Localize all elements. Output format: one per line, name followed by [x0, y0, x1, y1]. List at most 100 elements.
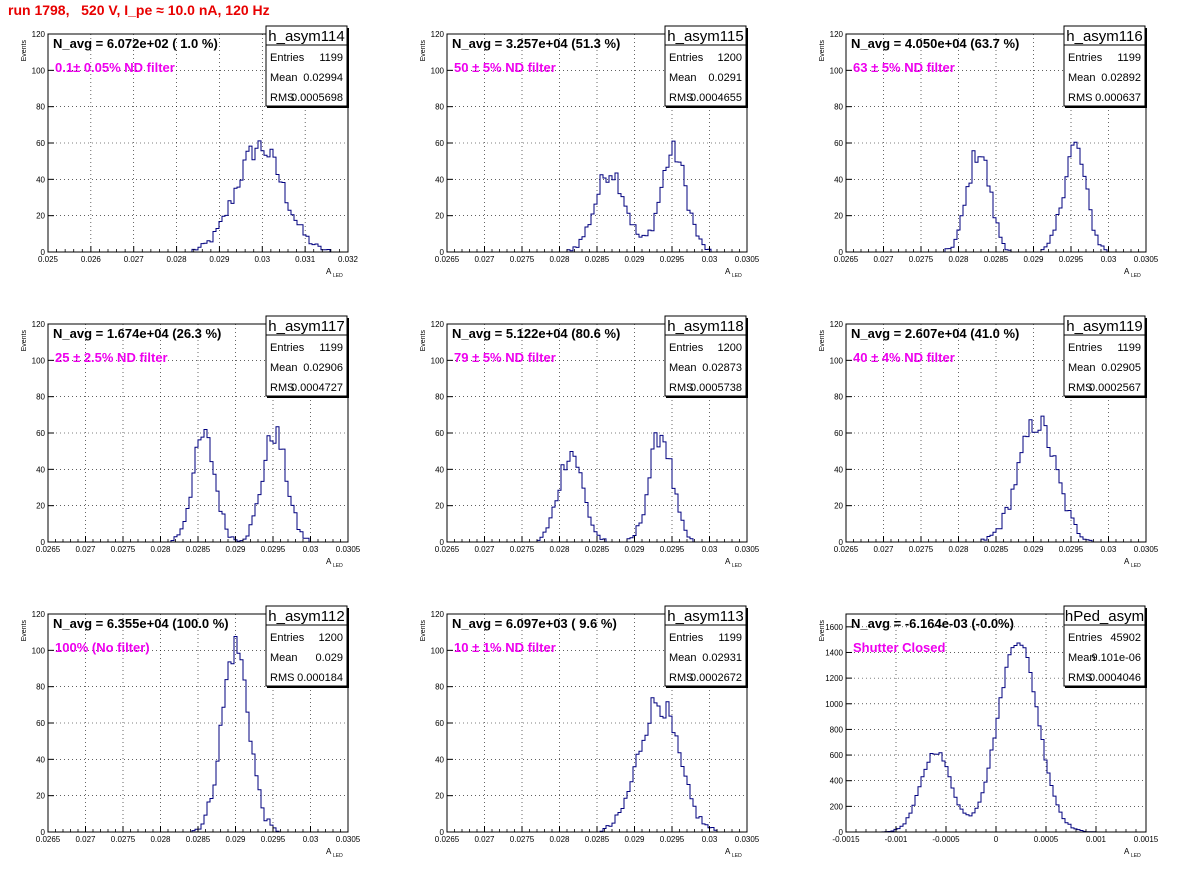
stats-key: Entries [270, 342, 305, 354]
x-tick-label: 0.0265 [435, 255, 460, 264]
stats-box-shadow [267, 106, 348, 108]
stats-value: 0.0002672 [690, 672, 742, 684]
y-tick-label: 100 [32, 356, 46, 365]
stats-value: 0.02892 [1101, 72, 1141, 84]
y-tick-label: 1200 [825, 674, 843, 683]
x-axis-title-sub: LED [732, 563, 742, 569]
y-tick-label: 100 [830, 356, 844, 365]
x-axis-title-sub: LED [333, 853, 343, 859]
stats-key: RMS [669, 92, 693, 104]
stats-key: Mean [669, 652, 697, 664]
histogram-panel-h_asym114: 0.025 0.026 0.027 0.028 0.029 0.03 0.031 0.032 0… [21, 25, 359, 279]
filter-label: 50 ± 5% ND filter [454, 60, 556, 75]
histogram-line [846, 642, 1146, 833]
histogram-line [48, 140, 348, 253]
histogram-line [447, 697, 747, 833]
x-axis-title-sub: LED [333, 563, 343, 569]
histogram-panel-h_asym113: 0.0265 0.027 0.0275 0.028 0.0285 0.029 0.0295 0… [420, 605, 760, 859]
x-tick-label: 0.029 [209, 255, 230, 264]
y-tick-label: 0 [41, 538, 46, 547]
y-tick-label: 60 [36, 719, 45, 728]
stats-key: RMS [1068, 92, 1092, 104]
y-axis-title: Events [21, 40, 28, 62]
x-tick-label: 0.028 [167, 255, 188, 264]
stats-box-shadow [666, 106, 747, 108]
y-tick-label: 60 [435, 139, 444, 148]
x-tick-label: 0.0305 [735, 255, 760, 264]
stats-value: 0.000184 [297, 672, 343, 684]
x-tick-label: 0.0265 [435, 545, 460, 554]
stats-key: RMS [270, 382, 294, 394]
x-axis-title: A [725, 557, 731, 566]
stats-key: Mean [270, 72, 298, 84]
y-tick-label: 0 [839, 538, 844, 547]
stats-key: Entries [1068, 342, 1103, 354]
filter-label: 0.1± 0.05% ND filter [55, 60, 175, 75]
x-axis-title-sub: LED [1131, 853, 1141, 859]
x-tick-label: 0.0295 [1059, 545, 1084, 554]
y-tick-label: 40 [834, 175, 843, 184]
stats-title: h_asym112 [268, 608, 344, 625]
stats-key: Mean [270, 652, 298, 664]
x-tick-label: 0.0265 [834, 255, 859, 264]
stats-value: 1199 [319, 52, 343, 64]
x-tick-label: 0.03 [1101, 255, 1117, 264]
navg-label: N_avg = 5.122e+04 (80.6 %) [452, 326, 620, 341]
stats-key: Entries [1068, 632, 1103, 644]
y-tick-label: 100 [431, 646, 445, 655]
stats-box-shadow [746, 28, 748, 108]
x-tick-label: 0.0275 [111, 545, 136, 554]
x-tick-label: 0.0295 [1059, 255, 1084, 264]
histogram-line [846, 415, 1146, 543]
x-tick-label: 0.028 [549, 545, 570, 554]
x-axis-title: A [1124, 557, 1130, 566]
stats-value: 0.02906 [303, 362, 343, 374]
x-axis-title: A [1124, 267, 1130, 276]
stats-key: Mean [270, 362, 298, 374]
x-tick-label: 0.03 [303, 835, 319, 844]
x-tick-label: 0.0265 [36, 545, 61, 554]
x-tick-label: 0.027 [75, 835, 96, 844]
x-tick-label: 0.03 [702, 835, 718, 844]
y-tick-label: 20 [435, 502, 444, 511]
x-tick-label: 0.0265 [435, 835, 460, 844]
x-tick-label: 0.032 [338, 255, 359, 264]
y-tick-label: 60 [435, 719, 444, 728]
stats-box-shadow [267, 396, 348, 398]
x-tick-label: 0.0305 [1134, 255, 1159, 264]
stats-title: h_asym114 [268, 28, 344, 45]
x-tick-label: 0.0285 [186, 835, 211, 844]
run-header: run 1798, 520 V, I_pe ≈ 10.0 nA, 120 Hz [8, 2, 270, 18]
y-tick-label: 60 [834, 139, 843, 148]
y-tick-label: 400 [830, 777, 844, 786]
y-tick-label: 60 [435, 429, 444, 438]
y-tick-label: 120 [32, 610, 46, 619]
stats-value: 1200 [718, 52, 742, 64]
stats-value: 1199 [718, 632, 742, 644]
x-tick-label: -0.001 [885, 835, 908, 844]
x-axis-title-sub: LED [1131, 563, 1141, 569]
x-tick-label: -0.0015 [832, 835, 860, 844]
x-axis-title-sub: LED [1131, 273, 1141, 279]
histogram-panel-h_asym119: 0.0265 0.027 0.0275 0.028 0.0285 0.029 0.0295 0… [819, 315, 1159, 569]
x-tick-label: 0.0295 [261, 835, 286, 844]
y-tick-label: 40 [435, 465, 444, 474]
x-tick-label: 0.029 [225, 835, 246, 844]
x-tick-label: 0.027 [124, 255, 145, 264]
stats-box-shadow [267, 686, 348, 688]
y-axis-title: Events [420, 330, 427, 352]
y-tick-label: 1000 [825, 700, 843, 709]
y-tick-label: 40 [834, 465, 843, 474]
stats-value: 1199 [1117, 342, 1141, 354]
x-tick-label: 0.0285 [984, 545, 1009, 554]
stats-value: 0.0004727 [291, 382, 343, 394]
y-tick-label: 0 [839, 248, 844, 257]
y-tick-label: 100 [830, 66, 844, 75]
x-tick-label: 0.0305 [336, 545, 361, 554]
stats-value: 9.101e-06 [1091, 652, 1141, 664]
stats-title: h_asym117 [268, 318, 344, 335]
stats-value: 45902 [1110, 632, 1141, 644]
y-tick-label: 0 [440, 538, 445, 547]
y-tick-label: 20 [834, 212, 843, 221]
stats-key: Mean [1068, 72, 1096, 84]
